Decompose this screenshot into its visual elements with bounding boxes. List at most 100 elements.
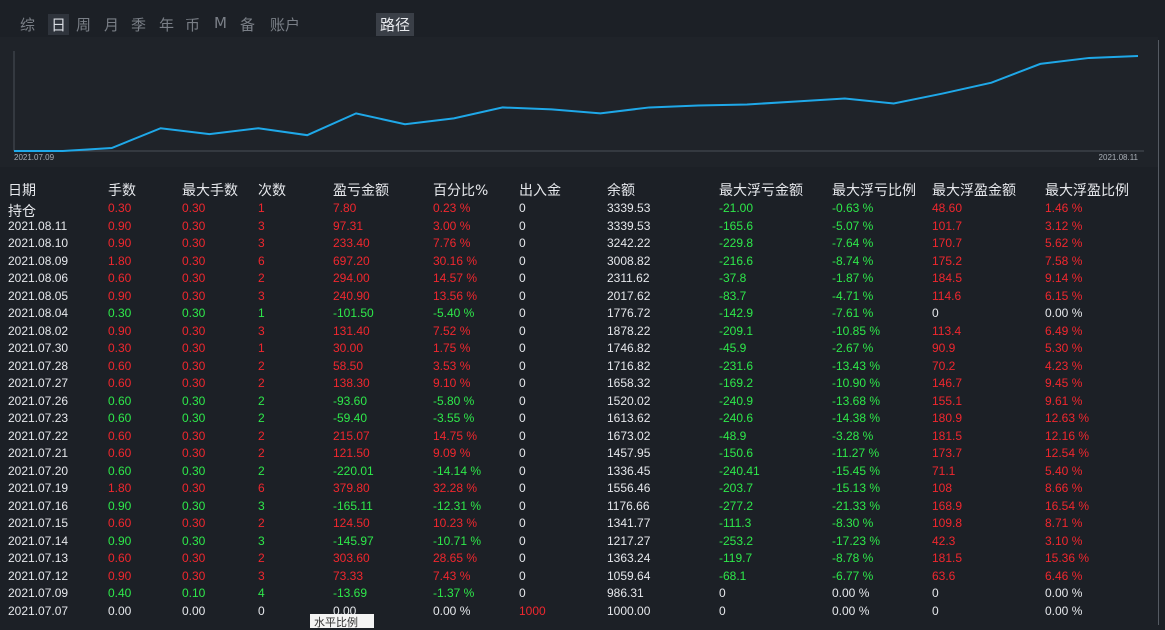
table-cell: 3339.53	[607, 201, 651, 215]
table-cell: 0.30	[182, 376, 206, 390]
table-cell: 0.60	[108, 463, 132, 478]
table-cell: 6.46 %	[1045, 568, 1083, 583]
table-cell: -6.77 %	[832, 568, 874, 583]
table-cell: 6	[258, 253, 265, 268]
tab[interactable]: 备	[240, 16, 256, 34]
table-cell: 1	[258, 201, 265, 215]
column-header: 最大浮盈金额	[932, 183, 1016, 199]
table-cell: 9.10 %	[433, 376, 471, 390]
table-cell: 138.30	[333, 376, 370, 390]
table-cell: 2021.07.16	[8, 498, 69, 513]
table-cell: -216.6	[719, 253, 754, 268]
table-cell: 0.00 %	[832, 586, 870, 600]
table-cell: -111.3	[719, 516, 752, 530]
table-cell: 294.00	[333, 271, 370, 285]
table-cell: -220.01	[333, 463, 374, 478]
table-cell: 0.60	[108, 428, 132, 443]
table-cell: 3.53 %	[433, 358, 471, 373]
table-cell: 12.16 %	[1045, 428, 1090, 443]
table-cell: 3	[258, 533, 265, 548]
table-cell: 0.30	[182, 218, 206, 233]
table-cell: 0	[519, 271, 526, 285]
table-cell: 0	[519, 481, 526, 495]
table-cell: 9.14 %	[1045, 271, 1083, 285]
table-cell: 1746.82	[607, 341, 651, 355]
column-header: 余额	[607, 183, 635, 199]
tab[interactable]: 币	[185, 16, 201, 34]
table-cell: 180.9	[932, 411, 963, 425]
tab[interactable]: 日	[48, 14, 70, 35]
table-cell: 2021.07.12	[8, 568, 69, 583]
table-cell: 2021.07.27	[8, 376, 69, 390]
table-cell: 2021.08.04	[8, 306, 69, 320]
table-cell: 6	[258, 481, 265, 495]
tab[interactable]: 年	[159, 16, 175, 34]
table-cell: 1673.02	[607, 428, 651, 443]
tab[interactable]: 账户	[270, 16, 301, 34]
table-cell: 0.30	[182, 358, 206, 373]
table-cell: -240.9	[719, 393, 754, 408]
table-cell: 3.10 %	[1045, 533, 1083, 548]
table-cell: 215.07	[333, 428, 370, 443]
table-cell: -8.78 %	[832, 551, 874, 565]
tab[interactable]: 月	[104, 16, 120, 34]
table-cell: 0.60	[108, 358, 132, 373]
table-cell: 63.6	[932, 568, 956, 583]
table-cell: 14.75 %	[433, 428, 478, 443]
table-cell: 42.3	[932, 533, 956, 548]
path-button[interactable]: 路径	[376, 13, 415, 36]
table-cell: -10.90 %	[832, 376, 881, 390]
table-cell: 2	[258, 428, 265, 443]
table-cell: 0.60	[108, 411, 132, 425]
table-cell: -13.68 %	[832, 393, 881, 408]
table-cell: 1	[258, 306, 265, 320]
table-cell: 0.90	[108, 498, 132, 513]
table-cell: 90.9	[932, 341, 956, 355]
table-cell: 32.28 %	[433, 481, 478, 495]
table-cell: 109.8	[932, 516, 963, 530]
table-cell: -37.8	[719, 271, 747, 285]
table-cell: 0	[519, 568, 526, 583]
table-cell: 0	[519, 498, 526, 513]
table-cell: 3.12 %	[1045, 218, 1083, 233]
tab[interactable]: 季	[131, 16, 147, 34]
table-cell: -165.6	[719, 218, 754, 233]
table-cell: 2021.08.05	[8, 288, 69, 303]
table-cell: 0	[932, 603, 939, 618]
table-cell: 0	[519, 306, 526, 320]
table-cell: -240.6	[719, 411, 754, 425]
table-cell: 8.71 %	[1045, 516, 1083, 530]
table-cell: 0.30	[108, 306, 132, 320]
table-cell: 0	[519, 253, 526, 268]
table-cell: 0	[519, 236, 526, 250]
tab[interactable]: 周	[76, 16, 92, 34]
table-cell: 0	[932, 586, 939, 600]
tab[interactable]: M	[214, 14, 227, 32]
table-cell: 114.6	[932, 288, 962, 303]
table-cell: 2	[258, 463, 265, 478]
table-cell: 71.1	[932, 463, 956, 478]
table-cell: -13.69	[333, 586, 368, 600]
table-cell: -59.40	[333, 411, 368, 425]
table-cell: 0.90	[108, 533, 132, 548]
table-cell: 2	[258, 516, 265, 530]
table-cell: -240.41	[719, 463, 760, 478]
tab[interactable]: 综	[20, 16, 36, 34]
table-cell: 1000	[519, 603, 546, 618]
table-cell: 2	[258, 446, 265, 460]
table-cell: -5.80 %	[433, 393, 475, 408]
table-cell: 0	[519, 516, 526, 530]
table-cell: -5.07 %	[832, 218, 874, 233]
table-cell: 0	[719, 603, 726, 618]
equity-line	[14, 54, 1139, 152]
table-cell: 7.80	[333, 201, 357, 215]
table-cell: -8.74 %	[832, 253, 874, 268]
table-cell: 0.30	[108, 201, 132, 215]
table-cell: 1716.82	[607, 358, 651, 373]
table-cell: 379.80	[333, 481, 370, 495]
table-cell: 1658.32	[607, 376, 651, 390]
table-cell: -11.27 %	[832, 446, 880, 460]
table-cell: -14.38 %	[832, 411, 881, 425]
table-cell: 0	[519, 411, 526, 425]
table-cell: 1363.24	[607, 551, 651, 565]
